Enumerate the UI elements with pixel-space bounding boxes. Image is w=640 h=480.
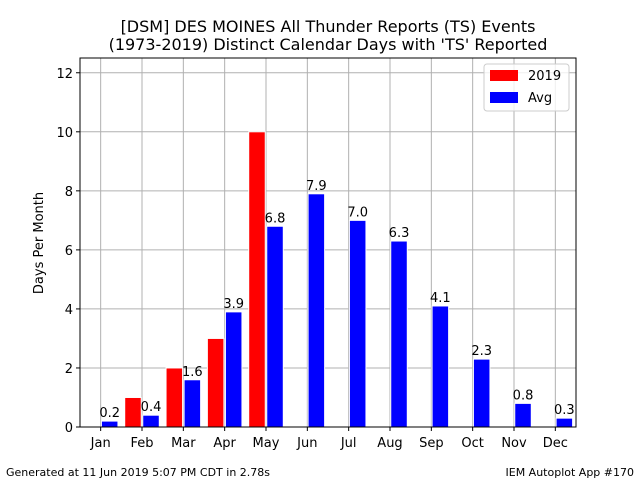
y-tick-label: 10 — [56, 126, 73, 141]
x-tick-label: Jan — [90, 436, 111, 451]
data-label-jul: 7.0 — [347, 205, 368, 220]
data-label-feb: 0.4 — [141, 400, 162, 415]
x-tick-label: Apr — [213, 436, 236, 451]
bar-2019-may — [248, 131, 266, 428]
data-label-jan: 0.2 — [99, 406, 120, 421]
x-tick-label: Jun — [296, 436, 317, 451]
bar-avg-mar — [183, 379, 202, 428]
x-tick-label: May — [253, 436, 280, 451]
data-label-jun: 7.9 — [306, 179, 327, 194]
chart-title-line1: [DSM] DES MOINES All Thunder Reports (TS… — [121, 17, 536, 36]
plot-area — [79, 57, 577, 428]
bar-avg-dec — [555, 417, 574, 428]
bars — [100, 131, 574, 428]
bar-avg-jan — [100, 420, 119, 428]
y-tick-label: 6 — [65, 244, 73, 259]
data-label-sep: 4.1 — [430, 291, 451, 306]
y-tick-label: 8 — [65, 185, 73, 200]
legend-swatch-avg — [490, 92, 518, 103]
x-tick-label: Dec — [543, 436, 568, 451]
bar-2019-apr — [206, 337, 225, 428]
x-tick-label: Sep — [419, 436, 444, 451]
bar-avg-jun — [307, 193, 326, 428]
y-axis-label: Days Per Month — [32, 192, 47, 294]
footer-generated: Generated at 11 Jun 2019 5:07 PM CDT in … — [6, 466, 270, 479]
chart-title-line2: (1973-2019) Distinct Calendar Days with … — [109, 35, 548, 54]
data-label-may: 6.8 — [265, 211, 286, 226]
data-label-aug: 6.3 — [389, 226, 410, 241]
y-tick-label: 12 — [56, 67, 73, 82]
legend-label-2019: 2019 — [528, 69, 561, 84]
legend: 2019 Avg — [483, 63, 570, 112]
x-tick-label: Jul — [340, 436, 357, 451]
footer-app-id: IEM Autoplot App #170 — [506, 466, 635, 479]
data-labels: 0.2 0.4 1.6 3.9 6.8 7.9 7.0 6.3 4.1 2.3 0.8 0.3 — [99, 179, 574, 421]
bar-avg-oct — [472, 358, 491, 428]
bar-avg-sep — [431, 305, 450, 428]
bar-avg-aug — [390, 240, 408, 428]
data-label-nov: 0.8 — [513, 388, 534, 403]
bar-avg-nov — [514, 402, 532, 428]
bar-2019-mar — [165, 367, 184, 428]
x-tick-label: Nov — [501, 436, 527, 451]
x-axis: Jan Feb Mar Apr May Jun Jul Aug Sep Oct Nov Dec — [90, 427, 568, 451]
data-label-oct: 2.3 — [471, 344, 492, 359]
data-label-apr: 3.9 — [223, 297, 244, 312]
y-tick-label: 2 — [65, 362, 73, 377]
data-label-dec: 0.3 — [554, 403, 575, 418]
y-tick-label: 0 — [65, 421, 73, 436]
y-tick-label: 4 — [65, 303, 73, 318]
x-tick-label: Feb — [130, 436, 153, 451]
bar-2019-feb — [124, 396, 142, 428]
data-label-mar: 1.6 — [182, 365, 203, 380]
x-tick-label: Mar — [171, 436, 196, 451]
legend-swatch-2019 — [490, 70, 518, 81]
grid — [80, 58, 576, 428]
bar-avg-may — [266, 225, 284, 428]
bar-avg-feb — [142, 414, 160, 428]
bar-avg-jul — [348, 219, 367, 428]
y-axis: 0 2 4 6 8 10 12 — [56, 67, 80, 436]
x-tick-label: Oct — [461, 436, 483, 451]
x-tick-label: Aug — [377, 436, 402, 451]
legend-label-avg: Avg — [528, 91, 552, 106]
bar-avg-apr — [224, 311, 243, 428]
